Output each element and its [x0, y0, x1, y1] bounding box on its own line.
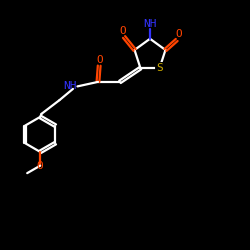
- Text: S: S: [156, 63, 163, 73]
- Text: O: O: [120, 26, 126, 36]
- Text: O: O: [175, 30, 182, 40]
- Text: O: O: [37, 161, 44, 171]
- Text: NH: NH: [63, 82, 77, 92]
- Text: NH: NH: [144, 19, 157, 29]
- Text: O: O: [96, 55, 103, 65]
